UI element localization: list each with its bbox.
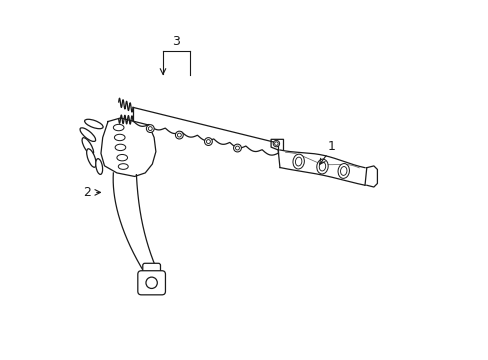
Ellipse shape [84,119,103,129]
Ellipse shape [113,124,124,131]
Polygon shape [279,150,364,185]
Ellipse shape [177,133,181,137]
Ellipse shape [292,154,304,169]
Ellipse shape [86,149,96,167]
Ellipse shape [206,140,210,144]
Ellipse shape [319,162,325,171]
Polygon shape [119,98,133,124]
Ellipse shape [118,164,128,169]
Ellipse shape [337,163,349,179]
Ellipse shape [274,142,278,145]
Ellipse shape [96,159,102,174]
Text: 2: 2 [82,186,91,199]
Ellipse shape [146,125,154,132]
Circle shape [145,277,157,288]
Ellipse shape [148,127,152,131]
Ellipse shape [273,140,279,147]
Ellipse shape [233,144,241,152]
Text: 1: 1 [327,140,335,153]
Ellipse shape [235,146,239,150]
Text: 3: 3 [172,35,180,48]
Ellipse shape [80,128,96,141]
Ellipse shape [114,134,125,141]
Polygon shape [113,173,159,276]
Ellipse shape [316,159,327,174]
Polygon shape [133,107,278,155]
Ellipse shape [175,131,183,139]
Ellipse shape [82,138,93,155]
Ellipse shape [204,138,212,145]
FancyBboxPatch shape [138,271,165,295]
Ellipse shape [117,154,127,161]
Polygon shape [270,139,283,150]
FancyBboxPatch shape [142,263,160,278]
Ellipse shape [340,167,346,175]
Ellipse shape [295,157,301,166]
Polygon shape [366,166,377,187]
Polygon shape [101,118,156,176]
Ellipse shape [115,144,125,150]
